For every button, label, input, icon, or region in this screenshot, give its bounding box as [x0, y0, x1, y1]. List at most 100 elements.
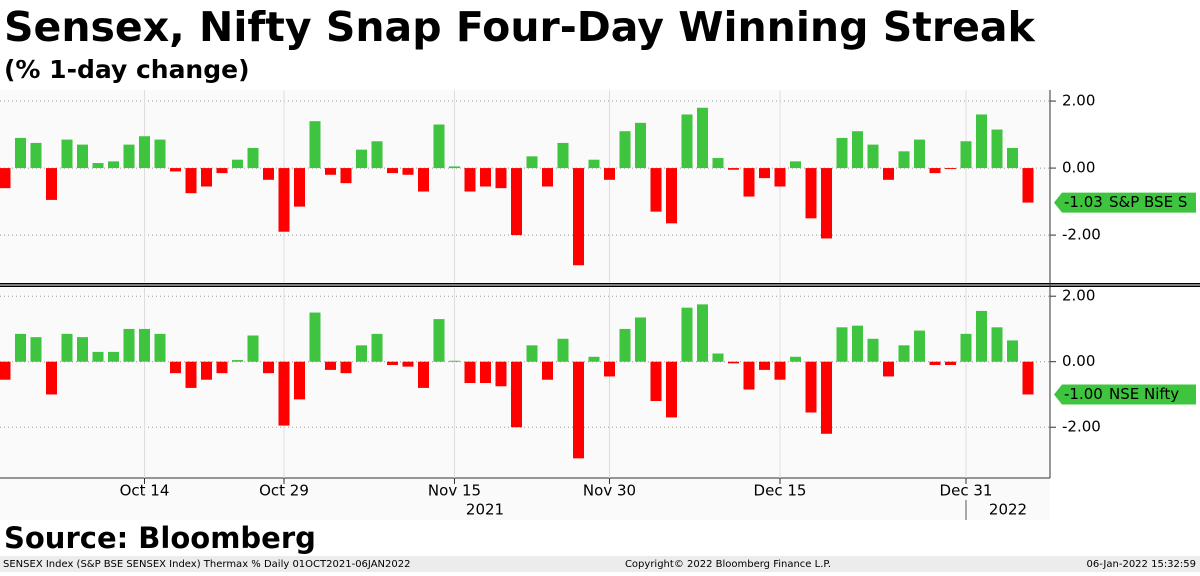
bar — [356, 149, 367, 169]
bar — [325, 361, 336, 370]
bar — [309, 121, 321, 169]
bar — [402, 168, 414, 175]
bar — [557, 142, 569, 169]
x-tick-label: Nov 15 — [428, 482, 481, 500]
flag-name: S&P BSE S — [1109, 193, 1187, 211]
bar — [728, 168, 739, 170]
bar — [805, 168, 817, 219]
bar — [681, 307, 693, 362]
bar — [464, 361, 476, 383]
bar — [976, 310, 987, 362]
bar — [201, 168, 212, 187]
value-flag — [1054, 192, 1196, 213]
bar — [263, 361, 274, 374]
bar — [402, 361, 414, 367]
bar — [836, 137, 848, 169]
bar — [867, 144, 879, 169]
flag-value: -1.00 — [1064, 385, 1103, 403]
y-tick-label: -2.00 — [1062, 226, 1101, 244]
y-tick-label: 2.00 — [1062, 287, 1095, 305]
bar — [154, 333, 166, 362]
bar — [232, 159, 243, 169]
bar — [61, 333, 73, 362]
bar — [573, 361, 584, 459]
footer-strip — [0, 556, 1200, 572]
bar — [960, 141, 972, 169]
bar — [557, 338, 569, 362]
bar — [123, 144, 135, 169]
bar — [883, 361, 894, 377]
bar — [914, 330, 925, 362]
bar — [340, 168, 352, 184]
bar — [511, 361, 522, 428]
bar — [294, 361, 305, 400]
footer-timestamp: 06-Jan-2022 15:32:59 — [1087, 559, 1196, 570]
bar — [170, 361, 181, 374]
value-flag — [1054, 384, 1196, 405]
bar — [914, 139, 925, 169]
bar — [1022, 361, 1034, 395]
flag-name: NSE Nifty — [1109, 385, 1179, 403]
bar — [604, 168, 615, 180]
bar — [433, 319, 445, 362]
bar — [0, 361, 11, 380]
flag-value: -1.03 — [1064, 193, 1103, 211]
bar — [185, 168, 197, 194]
bar — [526, 156, 538, 169]
bar — [387, 361, 398, 365]
y-tick-label: 2.00 — [1062, 92, 1095, 110]
bar — [449, 360, 460, 362]
bar — [278, 168, 290, 232]
x-tick-label: Dec 31 — [940, 482, 993, 500]
bar — [774, 361, 786, 380]
bar — [1007, 340, 1018, 362]
bar — [247, 147, 259, 169]
bar — [898, 345, 910, 362]
footer-copyright: Copyright© 2022 Bloomberg Finance L.P. — [625, 559, 831, 570]
bar — [852, 325, 863, 362]
bar — [263, 168, 274, 180]
bar — [852, 131, 863, 169]
bar — [433, 124, 445, 169]
bar — [712, 353, 724, 362]
bar — [15, 137, 26, 169]
bar — [387, 168, 398, 174]
bar — [790, 161, 801, 169]
year-label: 2021 — [466, 501, 504, 519]
bar — [480, 361, 491, 383]
bar — [588, 159, 600, 169]
footer-ticker: SENSEX Index (S&P BSE SENSEX Index) Ther… — [3, 559, 410, 570]
bar — [216, 361, 228, 374]
bar — [697, 304, 708, 362]
bar — [991, 129, 1003, 169]
bar — [821, 168, 832, 239]
bar — [960, 333, 972, 362]
bar — [201, 361, 212, 380]
bar — [418, 361, 429, 388]
bar — [743, 361, 755, 390]
bar — [650, 361, 662, 402]
bar — [666, 168, 677, 224]
bar — [635, 317, 646, 362]
bar — [77, 337, 88, 362]
bar — [945, 168, 956, 170]
x-tick-label: Nov 30 — [583, 482, 636, 500]
chart-title: Sensex, Nifty Snap Four-Day Winning Stre… — [4, 3, 1037, 51]
bar — [371, 333, 383, 362]
bar — [883, 168, 894, 180]
bar — [464, 168, 476, 192]
bar — [92, 351, 104, 362]
bar — [867, 338, 879, 362]
bar — [821, 361, 832, 434]
bar — [728, 361, 739, 364]
bar — [774, 168, 786, 187]
bar — [898, 151, 910, 169]
bar — [0, 168, 11, 189]
bar — [805, 361, 817, 413]
bar — [371, 141, 383, 169]
chart-subtitle: (% 1-day change) — [4, 55, 250, 84]
bar — [232, 360, 243, 362]
bar — [697, 107, 708, 169]
bar — [139, 136, 150, 169]
bar — [340, 361, 352, 374]
